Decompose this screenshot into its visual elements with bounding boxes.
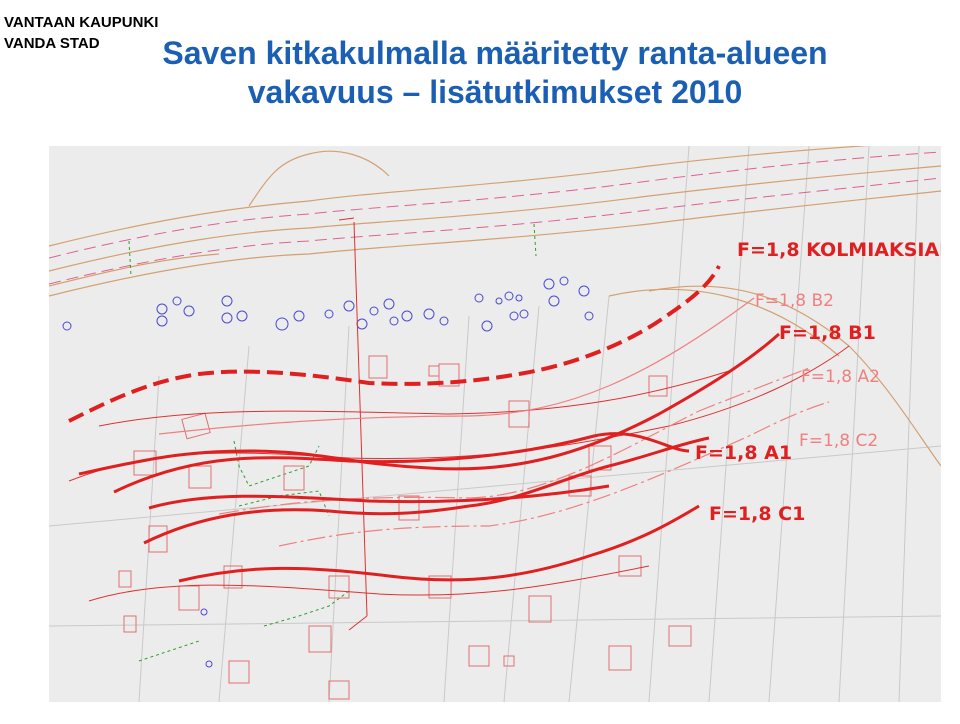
building-outlines — [118, 355, 692, 700]
label-c1: F=1,8 C1 — [709, 503, 805, 525]
slip-line-c1 — [178, 504, 700, 583]
label-b2: F=1,8 B2 — [755, 291, 834, 311]
slip-line-a1-lower — [143, 436, 710, 545]
label-b1: F=1,8 B1 — [779, 322, 876, 344]
slip-line-b1 — [78, 332, 781, 476]
title-line-1: Saven kitkakulmalla määritetty ranta-alu… — [162, 35, 828, 71]
tree-symbols — [62, 276, 594, 668]
label-a1: F=1,8 A1 — [695, 442, 792, 464]
bold-slip-lines — [78, 332, 781, 583]
slip-line-kolmiaksial — [68, 265, 721, 423]
slip-line-mid — [148, 484, 610, 510]
slide-title: Saven kitkakulmalla määritetty ranta-alu… — [100, 34, 890, 112]
label-c2: F=1,8 C2 — [799, 431, 878, 451]
organization-name: VANTAAN KAUPUNKI VANDA STAD — [4, 12, 158, 54]
org-line-1: VANTAAN KAUPUNKI — [4, 14, 159, 31]
title-line-2: vakavuus – lisätutkimukset 2010 — [247, 74, 743, 110]
pink-road-lines — [49, 151, 941, 285]
site-plan-map: F=1,8 KOLMIAKSIAL. F=1,8 B2 F=1,8 B1 F=1… — [49, 146, 941, 702]
faint-slip-lines — [158, 297, 830, 547]
section-lines — [68, 217, 850, 631]
map-drawing: F=1,8 KOLMIAKSIAL. F=1,8 B2 F=1,8 B1 F=1… — [49, 146, 941, 702]
slip-line-a1 — [113, 432, 690, 494]
org-line-2: VANDA STAD — [4, 35, 100, 52]
label-kolmiaksial: F=1,8 KOLMIAKSIAL. — [737, 239, 941, 261]
green-lines — [128, 223, 537, 662]
label-a2: F=1,8 A2 — [801, 367, 880, 387]
